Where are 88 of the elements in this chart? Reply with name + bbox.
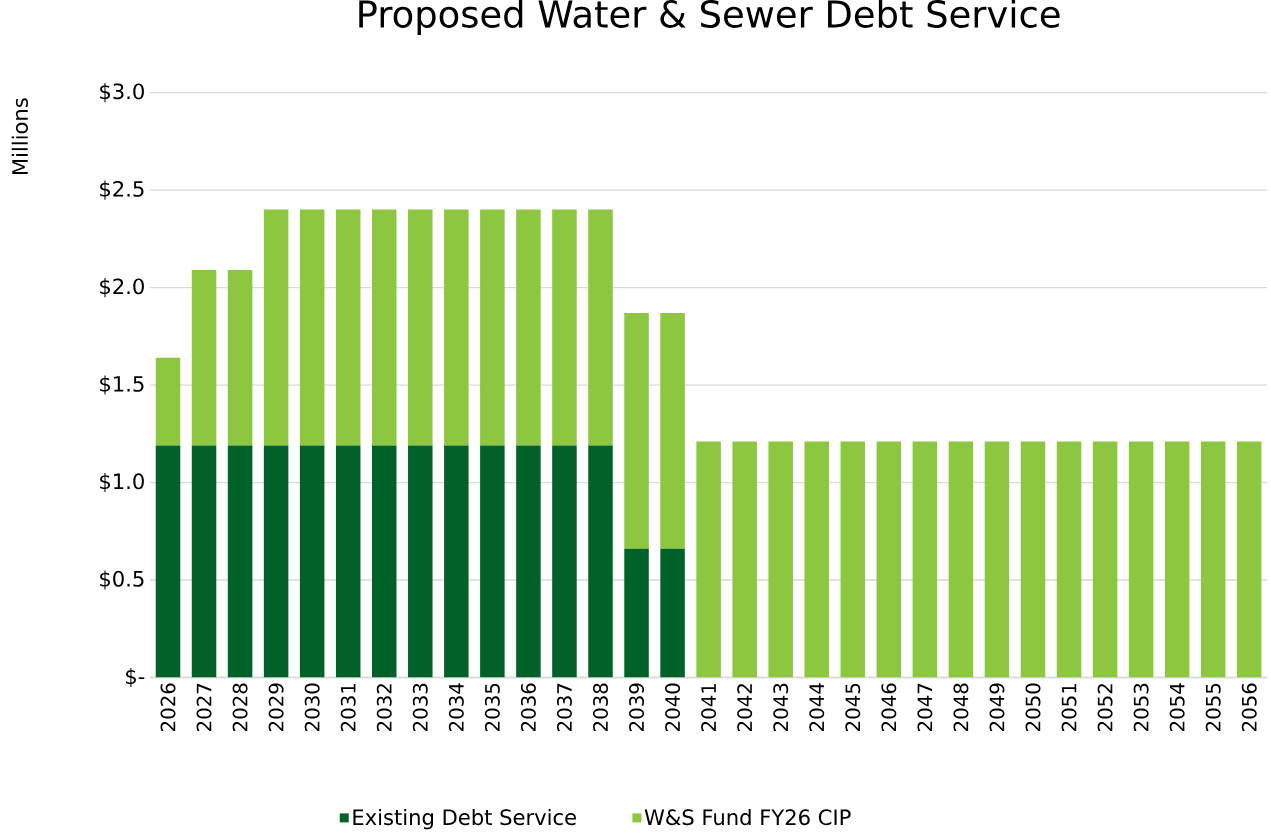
chart-title: Proposed Water & Sewer Debt Service — [359, 0, 1060, 36]
x-tick-label: 2031 — [340, 684, 356, 732]
bar — [660, 548, 685, 678]
bar — [624, 312, 649, 549]
bar — [804, 441, 829, 678]
x-tick-label: 2047 — [917, 683, 933, 732]
legend-label: W&S Fund FY26 CIP — [644, 808, 851, 826]
y-tick-label: $2.5 — [100, 180, 144, 200]
x-tick-label: 2032 — [376, 684, 392, 732]
bar — [732, 441, 757, 678]
x-tick-label: 2041 — [701, 684, 717, 732]
y-tick-label: $1.0 — [100, 473, 144, 493]
bar — [444, 445, 469, 678]
bar — [227, 445, 253, 678]
bar — [155, 445, 181, 678]
bar — [552, 445, 577, 678]
bar — [299, 445, 325, 678]
bar — [408, 209, 433, 446]
x-tick-label: 2050 — [1025, 683, 1041, 732]
y-tick-label: $3.0 — [100, 83, 144, 103]
bar — [191, 445, 217, 678]
bar — [516, 445, 541, 678]
x-tick-label: 2042 — [737, 684, 753, 732]
x-tick-label: 2037 — [556, 683, 572, 732]
y-axis-title: Millions — [11, 98, 28, 175]
x-tick-label: 2033 — [412, 683, 428, 732]
x-tick-label: 2048 — [953, 683, 969, 732]
bar — [912, 441, 938, 678]
bar — [371, 445, 397, 678]
y-tick-label: $2.0 — [100, 278, 144, 298]
x-tick-label: 2035 — [484, 683, 500, 732]
x-tick-label: 2038 — [593, 683, 608, 732]
x-tick-label: 2053 — [1133, 683, 1149, 732]
x-tick-label: 2056 — [1241, 683, 1257, 732]
bar — [480, 445, 505, 678]
bar — [155, 357, 181, 446]
bar — [191, 270, 217, 446]
x-tick-label: 2043 — [773, 683, 789, 732]
x-tick-label: 2034 — [448, 683, 464, 732]
x-tick-label: 2027 — [196, 683, 212, 732]
bar — [263, 209, 289, 446]
x-tick-label: 2046 — [881, 683, 897, 732]
bar — [948, 441, 974, 678]
bar — [1200, 441, 1226, 678]
x-tick-label: 2028 — [232, 683, 248, 732]
bar — [408, 445, 433, 678]
bar — [984, 441, 1010, 678]
x-tick-label: 2044 — [809, 683, 825, 732]
y-tick-label: $0.5 — [100, 570, 144, 590]
x-tick-label: 2036 — [520, 683, 536, 732]
bar — [335, 445, 361, 678]
y-tick-label: $1.5 — [100, 375, 144, 395]
x-tick-label: 2052 — [1097, 684, 1113, 732]
bar — [768, 441, 793, 678]
legend-label: Existing Debt Service — [353, 808, 576, 830]
bar — [552, 209, 577, 446]
x-tick-label: 2039 — [629, 683, 645, 732]
bar — [588, 209, 613, 446]
x-tick-label: 2054 — [1169, 683, 1185, 732]
bar — [1128, 441, 1154, 678]
x-tick-label: 2030 — [304, 683, 320, 732]
x-tick-label: 2040 — [665, 683, 681, 732]
bar — [1092, 441, 1118, 678]
bar — [371, 209, 397, 446]
bar — [1236, 441, 1262, 678]
bar — [696, 441, 721, 678]
bar — [1164, 441, 1190, 678]
bar — [876, 441, 902, 678]
bar — [263, 445, 289, 678]
x-tick-label: 2029 — [268, 683, 284, 732]
x-tick-label: 2026 — [160, 683, 176, 732]
x-tick-label: 2049 — [989, 683, 1005, 732]
bar — [624, 548, 649, 678]
bar — [840, 441, 866, 678]
bar — [444, 209, 469, 446]
bar — [660, 312, 685, 549]
x-tick-label: 2055 — [1205, 683, 1221, 732]
bar — [516, 209, 541, 446]
bar — [480, 209, 505, 446]
bar — [299, 209, 325, 446]
bar — [588, 445, 613, 678]
x-tick-label: 2051 — [1061, 684, 1077, 732]
bar — [1056, 441, 1082, 678]
x-tick-label: 2045 — [845, 683, 861, 732]
bar — [227, 270, 253, 446]
bar — [335, 209, 361, 446]
bar — [1020, 441, 1046, 678]
y-tick-label: $- — [126, 667, 145, 688]
